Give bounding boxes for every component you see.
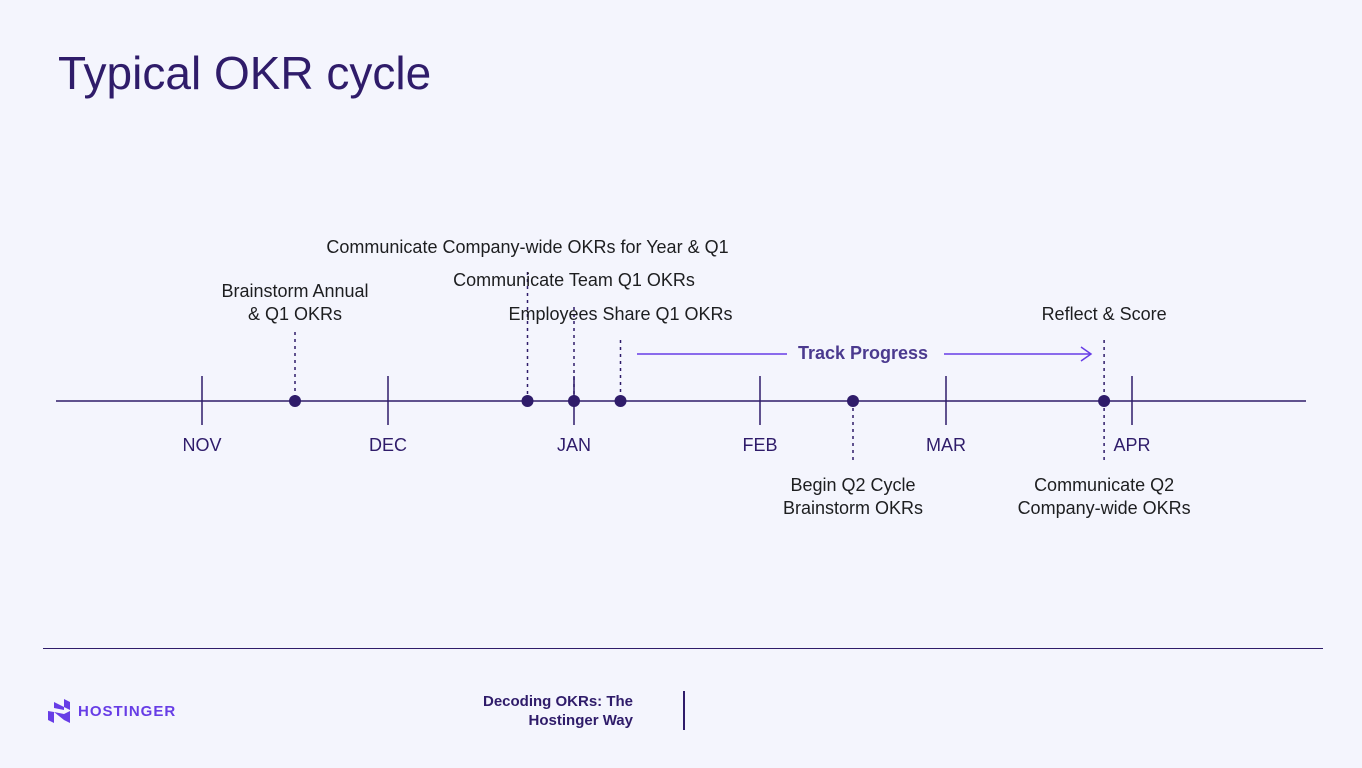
event-dot — [289, 395, 301, 407]
footer-divider — [43, 648, 1323, 649]
event-dot — [568, 395, 580, 407]
event-label: Employees Share Q1 OKRs — [508, 304, 733, 324]
month-label: JAN — [556, 435, 592, 455]
arrow-right-icon — [1080, 346, 1093, 362]
event-label: Communicate Team Q1 OKRs — [453, 270, 695, 290]
hostinger-logo: HOSTINGER — [48, 699, 176, 723]
logo-text: HOSTINGER — [78, 702, 177, 720]
deck-title-line1: Decoding OKRs: The — [482, 693, 633, 710]
event-label: Communicate Company-wide OKRs for Year &… — [326, 237, 729, 257]
event-dot — [1098, 395, 1111, 407]
page-title: Typical OKR cycle — [58, 47, 432, 99]
month-label: NOV — [182, 435, 222, 455]
month-label: MAR — [926, 435, 966, 455]
track-progress-label: Track Progress — [797, 343, 929, 363]
event-dot — [521, 395, 534, 407]
event-dot — [847, 395, 859, 407]
event-label: Begin Q2 Cycle Brainstorm OKRs — [782, 475, 924, 518]
footer-vertical-bar — [683, 691, 685, 730]
hostinger-h-logo-icon — [48, 699, 70, 723]
event-label: Reflect & Score — [1041, 304, 1167, 324]
event-dot — [614, 395, 627, 407]
event-label: Brainstorm Annual & Q1 OKRs — [221, 281, 369, 324]
deck-title-line2: Hostinger Way — [528, 712, 633, 729]
event-label: Communicate Q2 Company-wide OKRs — [1017, 475, 1191, 518]
month-label: FEB — [742, 435, 778, 455]
track-progress-arrow — [637, 346, 1093, 362]
month-label: DEC — [368, 435, 408, 455]
month-label: APR — [1113, 435, 1151, 455]
deck-title: Decoding OKRs: The Hostinger Way — [483, 692, 633, 730]
